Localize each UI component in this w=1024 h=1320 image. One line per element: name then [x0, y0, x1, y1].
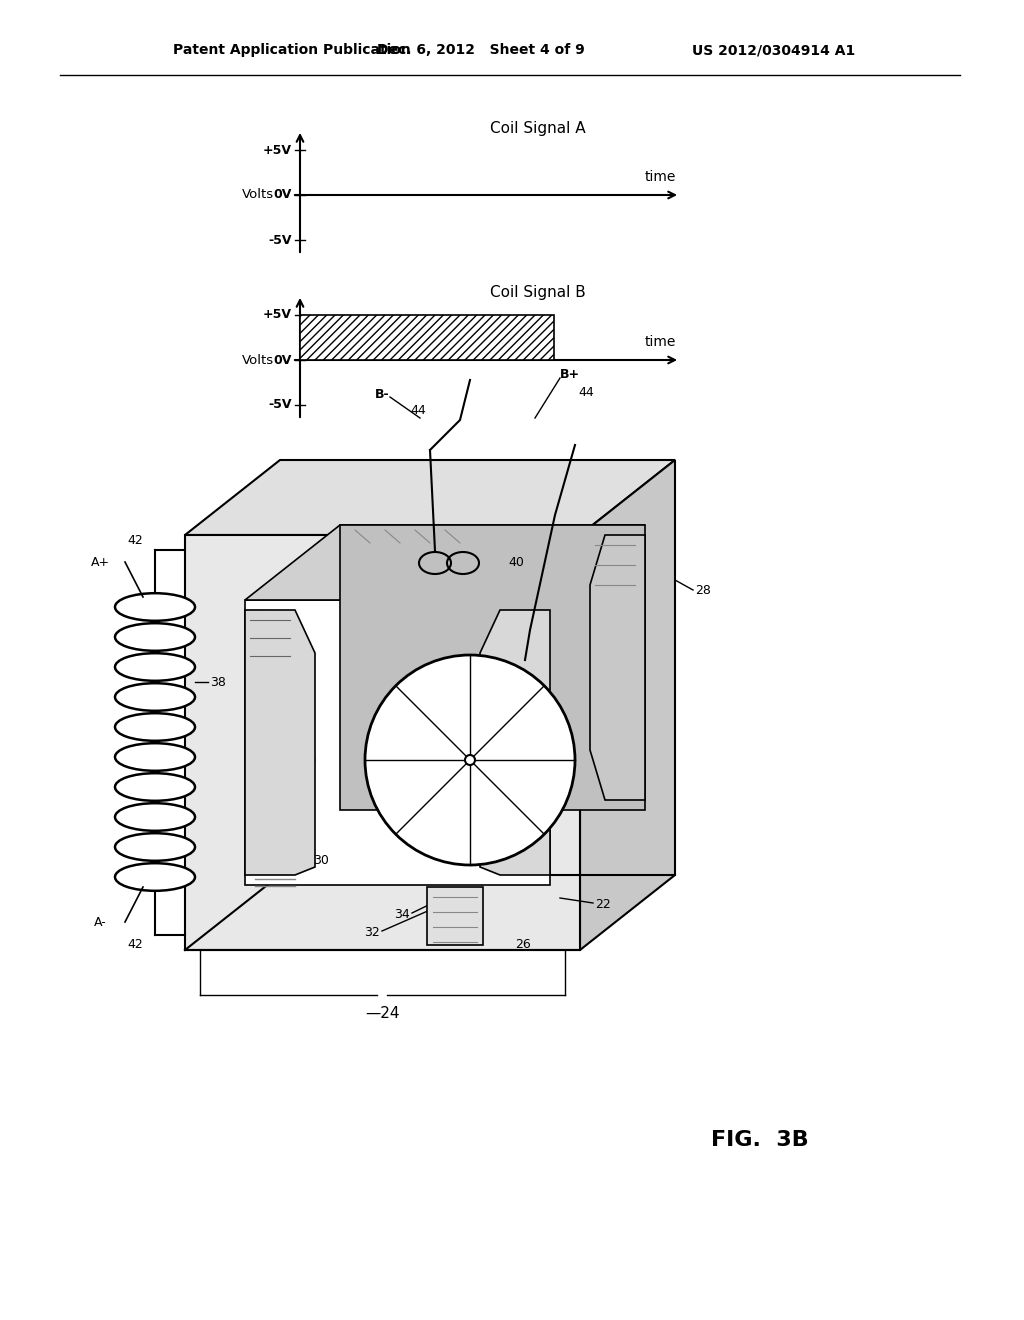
Polygon shape — [245, 601, 550, 884]
Ellipse shape — [115, 774, 195, 801]
Ellipse shape — [115, 684, 195, 710]
Text: US 2012/0304914 A1: US 2012/0304914 A1 — [692, 44, 855, 57]
Text: 28: 28 — [695, 583, 711, 597]
Text: N: N — [489, 693, 501, 706]
Polygon shape — [580, 459, 675, 950]
Text: B-: B- — [376, 388, 390, 401]
Text: 26: 26 — [490, 634, 506, 647]
Text: B+: B+ — [560, 368, 581, 381]
Text: 34: 34 — [394, 908, 410, 921]
Text: Coil Signal B: Coil Signal B — [490, 285, 586, 301]
Text: time: time — [644, 170, 676, 183]
Text: Patent Application Publication: Patent Application Publication — [173, 44, 411, 57]
Text: S: S — [404, 729, 415, 742]
Text: N: N — [489, 813, 501, 828]
Polygon shape — [245, 525, 645, 601]
Polygon shape — [185, 459, 675, 535]
Text: Volts: Volts — [242, 354, 274, 367]
Ellipse shape — [115, 593, 195, 620]
Bar — [300, 315, 554, 360]
Ellipse shape — [115, 833, 195, 861]
Circle shape — [465, 755, 475, 766]
Text: FIG.  3B: FIG. 3B — [711, 1130, 809, 1150]
Text: +5V: +5V — [263, 144, 292, 157]
Ellipse shape — [115, 623, 195, 651]
Text: S: S — [404, 777, 415, 792]
Text: 42: 42 — [127, 533, 143, 546]
Text: S: S — [525, 777, 536, 792]
Ellipse shape — [115, 653, 195, 681]
Text: 44: 44 — [410, 404, 426, 417]
Text: S: S — [525, 729, 536, 742]
Circle shape — [365, 655, 575, 865]
Text: 40: 40 — [508, 557, 524, 569]
Text: 30: 30 — [525, 854, 541, 866]
Text: A+: A+ — [90, 556, 110, 569]
Text: 22: 22 — [595, 899, 610, 912]
Text: +5V: +5V — [263, 309, 292, 322]
Ellipse shape — [115, 713, 195, 741]
Text: 44: 44 — [578, 385, 594, 399]
Polygon shape — [480, 610, 550, 875]
Ellipse shape — [115, 743, 195, 771]
Text: time: time — [644, 335, 676, 348]
Polygon shape — [185, 535, 580, 950]
Text: —24: —24 — [365, 1006, 399, 1020]
Polygon shape — [245, 610, 315, 875]
Text: A-: A- — [93, 916, 106, 928]
Text: 26: 26 — [515, 939, 530, 952]
Text: 0V: 0V — [273, 354, 292, 367]
Text: N: N — [439, 693, 451, 706]
Text: 0V: 0V — [273, 189, 292, 202]
Bar — [427, 887, 483, 945]
Text: Dec. 6, 2012   Sheet 4 of 9: Dec. 6, 2012 Sheet 4 of 9 — [377, 44, 585, 57]
Ellipse shape — [115, 803, 195, 830]
Text: 32: 32 — [365, 927, 380, 940]
Text: -5V: -5V — [268, 234, 292, 247]
Polygon shape — [590, 535, 645, 800]
Polygon shape — [340, 525, 645, 810]
Text: 38: 38 — [210, 676, 226, 689]
Text: -5V: -5V — [268, 399, 292, 412]
Text: Coil Signal A: Coil Signal A — [490, 120, 586, 136]
Text: Volts: Volts — [242, 189, 274, 202]
Text: N: N — [439, 813, 451, 828]
Ellipse shape — [115, 863, 195, 891]
Text: 30: 30 — [313, 854, 329, 866]
Text: 42: 42 — [127, 937, 143, 950]
